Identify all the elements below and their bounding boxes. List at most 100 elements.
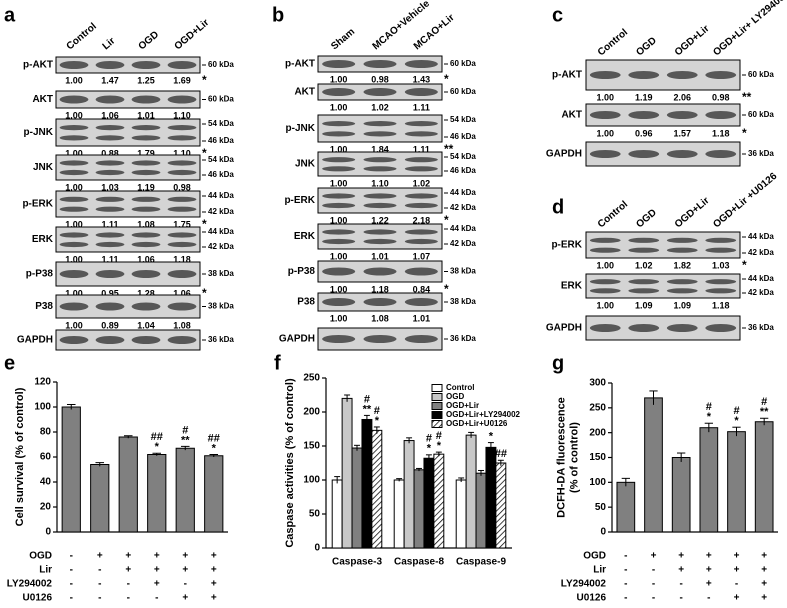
treatment-value: - — [735, 579, 738, 590]
blot-band — [363, 157, 397, 163]
treatment-label: LY294002 — [561, 579, 607, 590]
kda-label: 54 kDa — [450, 152, 476, 161]
treatment-value: + — [211, 565, 217, 576]
blot-band — [167, 61, 197, 69]
blot-row-label: AKT — [294, 87, 315, 98]
significance: * — [707, 411, 712, 423]
treatment-value: + — [651, 551, 657, 562]
kda-label: 46 kDa — [450, 132, 476, 141]
blot-strip — [585, 103, 741, 127]
treatment-value: + — [706, 565, 712, 576]
treatment-value: - — [70, 579, 73, 590]
y-tick-label: 100 — [303, 475, 320, 486]
y-tick-label: 0 — [45, 527, 51, 538]
y-tick-label: 50 — [309, 509, 321, 520]
blot-row-label: p-AKT — [552, 70, 582, 81]
bar — [413, 469, 425, 549]
lane-label: MCAO+Lir — [412, 12, 457, 52]
quantification: 0.96 — [635, 128, 653, 138]
quantification: 1.18 — [712, 300, 730, 310]
significance: * — [489, 431, 494, 443]
blot-band — [167, 135, 197, 141]
quantification: 1.22 — [371, 215, 389, 225]
treatment-value: - — [127, 579, 130, 590]
lane-label: OGD+Lir — [673, 195, 712, 230]
blot-band — [167, 241, 197, 248]
blot-band — [167, 336, 197, 344]
quantification: 1.07 — [413, 251, 431, 261]
blot-strip — [585, 231, 741, 259]
blot-band — [589, 324, 621, 332]
treatment-value: + — [182, 593, 188, 604]
kda-label: 38 kDa — [450, 297, 476, 306]
quantification: 1.08 — [137, 219, 155, 229]
quantification: 1.11 — [101, 254, 118, 264]
treatment-value: - — [652, 593, 655, 604]
blot-row-label: GAPDH — [17, 335, 53, 346]
legend-label: OGD — [446, 392, 464, 401]
blot-band — [322, 202, 356, 209]
blot-band — [666, 237, 698, 243]
quantification: 1.08 — [173, 320, 191, 330]
quantification: 1.04 — [137, 320, 155, 330]
treatment-label: Lir — [39, 565, 52, 576]
blot-band — [95, 61, 125, 69]
bar — [393, 479, 405, 549]
blot-band — [95, 95, 125, 104]
blot-band — [59, 336, 89, 344]
treatment-value: - — [679, 593, 682, 604]
blot-band — [363, 166, 397, 172]
blot-band — [322, 157, 356, 163]
quantification: 1.10 — [173, 110, 191, 120]
treatment-value: + — [761, 593, 767, 604]
lane-label: Control — [65, 21, 99, 52]
blot-band — [59, 232, 89, 238]
blot-band — [628, 237, 660, 243]
significance: * — [202, 286, 207, 300]
blot-band — [666, 111, 698, 119]
treatment-label: Lir — [593, 565, 606, 576]
treatment-value: - — [98, 579, 101, 590]
treatment-value: - — [624, 579, 627, 590]
kda-label: 46 kDa — [208, 170, 234, 179]
blot-band — [95, 232, 125, 238]
blot-band — [322, 298, 356, 306]
lane-label: OGD+Lir — [673, 23, 712, 58]
kda-label: 46 kDa — [208, 136, 234, 145]
panel-letter: d — [552, 196, 564, 218]
legend-swatch — [431, 402, 443, 410]
blot-band — [95, 125, 125, 131]
legend-label: OGD+Lir — [446, 401, 479, 410]
blot-band — [589, 150, 621, 158]
blot-band — [705, 288, 737, 294]
quantification: 1.75 — [173, 219, 191, 229]
blot-band — [589, 247, 621, 253]
treatment-label: LY294002 — [7, 579, 53, 590]
treatment-value: + — [678, 565, 684, 576]
significance: * — [444, 213, 449, 227]
quantification: 1.03 — [712, 260, 730, 270]
y-tick-label: 300 — [589, 378, 606, 389]
blot-band — [59, 95, 89, 104]
kda-label: 44 kDa — [748, 232, 774, 241]
kda-label: 60 kDa — [748, 110, 774, 119]
legend-swatch — [431, 393, 443, 401]
quantification: 1.09 — [673, 300, 691, 310]
blot-band — [404, 298, 438, 306]
blot-band — [363, 229, 397, 235]
blot-band — [131, 336, 161, 344]
quantification: 1.00 — [330, 102, 348, 112]
blot-strip — [55, 294, 201, 319]
quantification: 1.03 — [101, 182, 119, 192]
blot-row-label: GAPDH — [546, 323, 582, 334]
kda-label: 54 kDa — [208, 155, 234, 164]
blot-row-label: ERK — [561, 281, 583, 292]
treatment-value: + — [761, 565, 767, 576]
kda-label: 44 kDa — [748, 274, 774, 283]
y-tick-label: 50 — [595, 502, 607, 513]
y-axis-label: DCFH-DA fluorescence — [555, 397, 567, 518]
blot-row-label: P38 — [35, 301, 53, 312]
blot-band — [363, 335, 397, 343]
quantification: 1.00 — [596, 128, 614, 138]
significance: # — [426, 433, 432, 445]
